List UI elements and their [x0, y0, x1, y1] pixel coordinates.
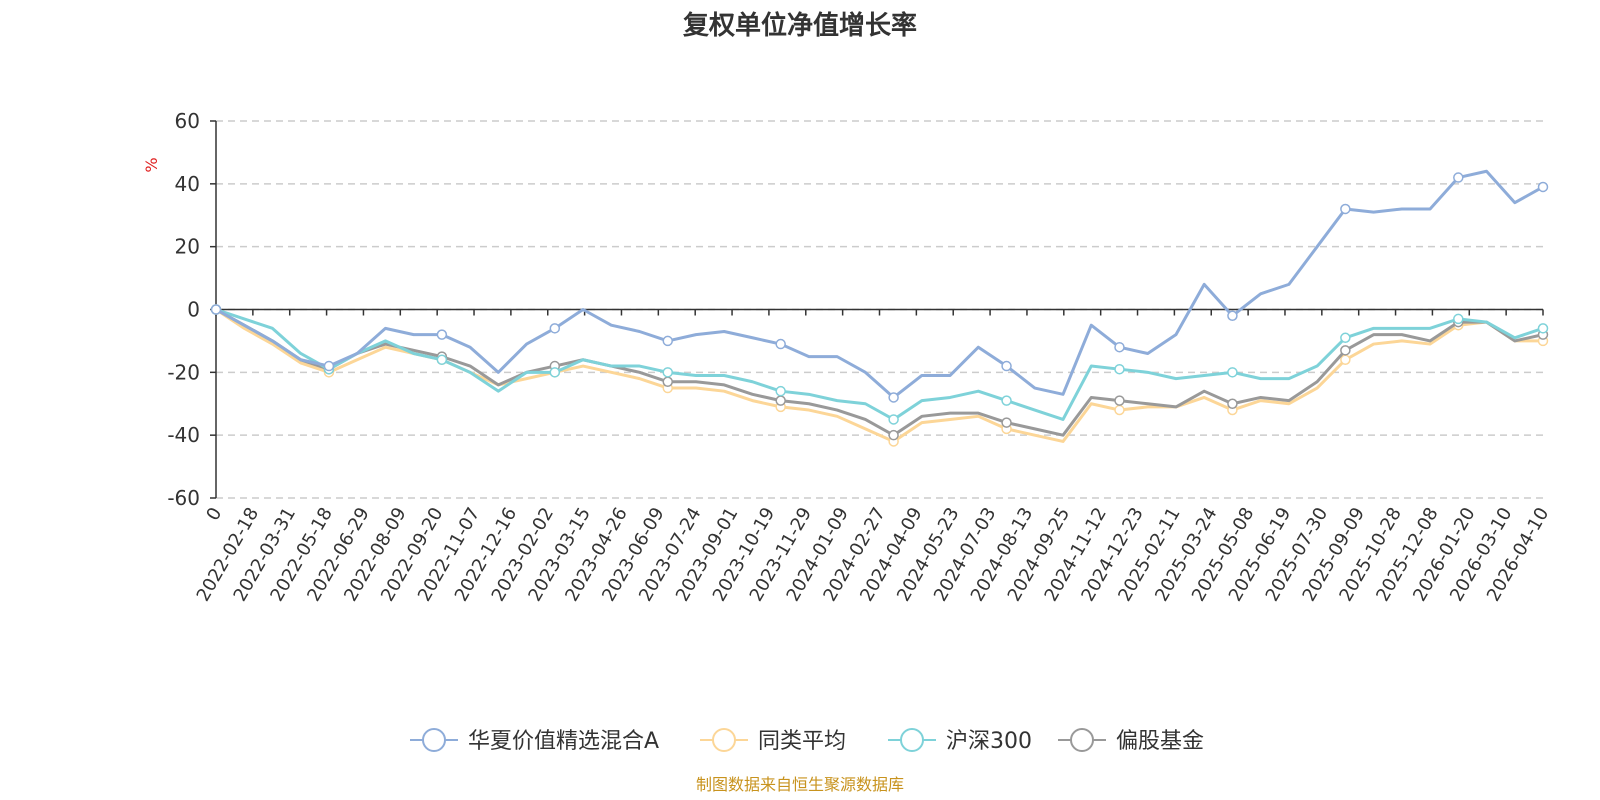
legend-circle-icon — [712, 728, 736, 752]
data-point — [1114, 395, 1125, 406]
data-point — [1537, 181, 1549, 193]
data-point — [662, 335, 673, 347]
legend-item-1[interactable]: 同类平均 — [700, 728, 846, 754]
data-point — [1001, 395, 1012, 406]
series-line — [215, 308, 1543, 443]
y-tick-label: 40 — [175, 172, 200, 196]
data-point — [1227, 310, 1238, 322]
data-point — [1340, 203, 1351, 215]
data-point — [436, 329, 448, 340]
data-source-note: 制图数据来自恒生聚源数据库 — [696, 775, 904, 794]
data-point — [436, 354, 448, 366]
y-axis-unit: % — [142, 157, 161, 172]
legend-item-0[interactable]: 华夏价值精选混合A — [410, 728, 659, 754]
data-point — [1114, 341, 1125, 353]
x-tick-label: 0 — [202, 504, 226, 524]
legend-label: 华夏价值精选混合A — [468, 729, 659, 754]
data-point — [775, 338, 786, 350]
data-point — [1227, 398, 1238, 409]
data-point — [662, 367, 673, 378]
data-point — [775, 385, 786, 397]
data-point — [1001, 360, 1012, 372]
legend-label: 偏股基金 — [1116, 729, 1204, 754]
chart-title: 复权单位净值增长率 — [683, 10, 917, 41]
legend-item-3[interactable]: 偏股基金 — [1058, 728, 1204, 754]
data-point — [1453, 313, 1464, 325]
legend-circle-icon — [1070, 728, 1094, 752]
legend-label: 同类平均 — [758, 729, 846, 754]
data-point — [1227, 367, 1238, 378]
series-2 — [210, 304, 1549, 425]
series-0 — [210, 169, 1549, 403]
data-point — [1340, 354, 1351, 366]
data-point — [888, 392, 899, 403]
y-tick-label: 60 — [175, 109, 200, 133]
data-point — [775, 395, 786, 406]
y-tick-label: 20 — [175, 235, 200, 259]
legend-circle-icon — [422, 728, 446, 752]
data-point — [1114, 363, 1125, 375]
data-point — [1453, 172, 1464, 183]
data-point — [1001, 417, 1012, 428]
y-tick-label: -20 — [167, 360, 200, 384]
data-point — [1114, 404, 1125, 416]
data-point — [662, 376, 673, 388]
data-point — [1340, 345, 1351, 356]
data-point — [549, 323, 561, 334]
legend-label: 沪深300 — [946, 729, 1032, 754]
legend-item-2[interactable]: 沪深300 — [888, 728, 1032, 754]
data-point — [210, 304, 222, 315]
data-point — [549, 367, 561, 378]
data-point — [1537, 323, 1549, 334]
data-point — [888, 414, 899, 425]
legend-circle-icon — [900, 728, 924, 752]
y-tick-label: 0 — [187, 298, 200, 322]
y-tick-label: -40 — [167, 423, 200, 447]
data-point — [323, 360, 335, 372]
series-1 — [210, 304, 1549, 447]
series-group — [210, 169, 1549, 447]
legend[interactable]: 华夏价值精选混合A 同类平均 沪深300 偏股基金 — [410, 728, 1204, 754]
data-point — [1340, 332, 1351, 344]
data-point — [888, 429, 899, 441]
y-axis-ticks: 60 40 20 0 -20 -40 -60 — [167, 109, 216, 510]
y-tick-label: -60 — [167, 486, 200, 510]
